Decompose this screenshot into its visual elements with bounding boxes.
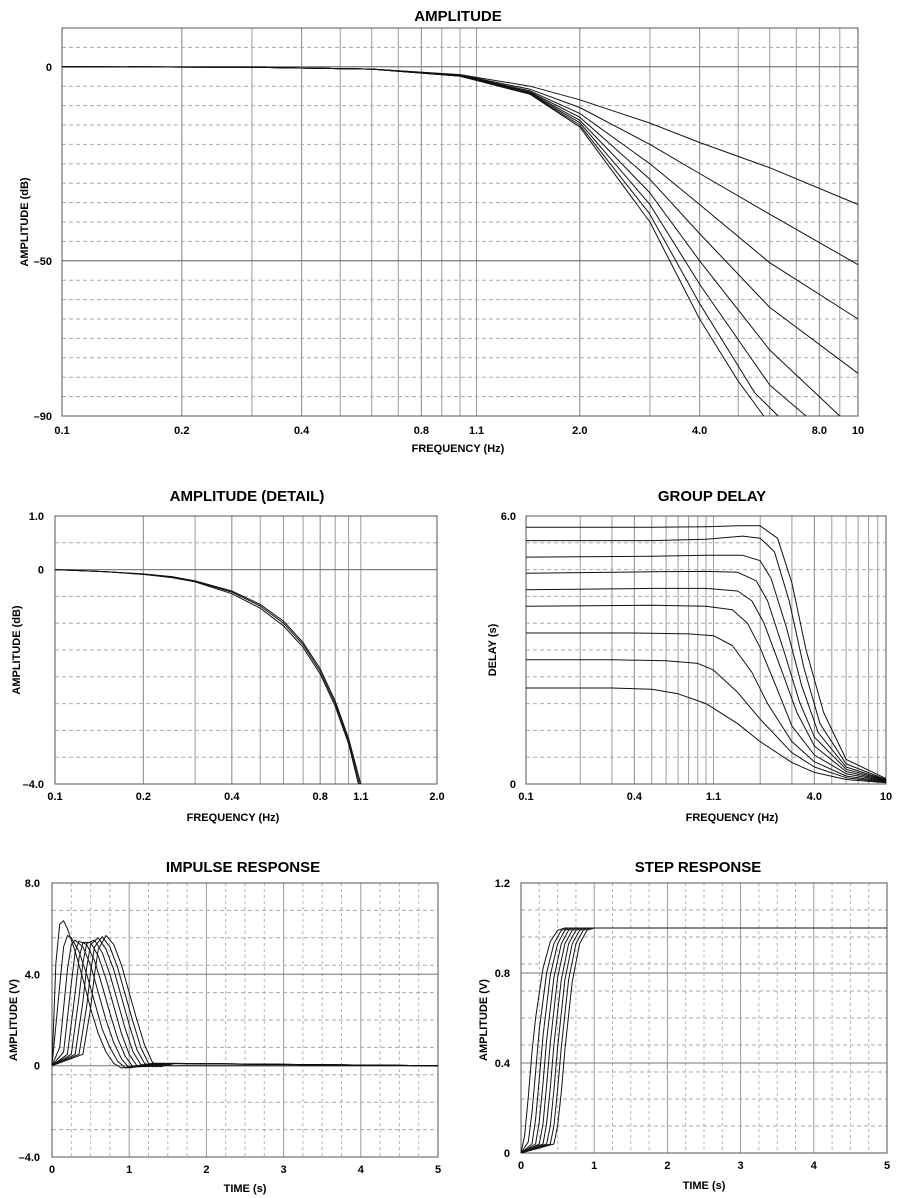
amplitude-chart: AMPLITUDE 0 –50 –90 0.1 0.2 0.4 0.8 1.1 2.0 4.0 8… <box>19 8 864 455</box>
group-delay-chart-title: GROUP DELAY <box>658 488 766 505</box>
x-tick-label: 5 <box>435 1164 441 1176</box>
x-tick-label: 0.2 <box>174 425 189 437</box>
series-line-9 <box>520 927 887 1154</box>
series-line-5 <box>51 941 439 1068</box>
x-tick-label: 1 <box>591 1160 597 1172</box>
y-tick-label: 8.0 <box>25 878 40 890</box>
x-tick-label: 0.1 <box>518 791 533 803</box>
series-line-9 <box>51 935 439 1068</box>
x-tick-label: 2 <box>203 1164 209 1176</box>
x-tick-label: 4 <box>811 1160 818 1172</box>
step-response-chart: STEP RESPONSE 1.2 0.8 0.4 0 0 1 2 3 4 5 TIME (s)… <box>478 859 890 1192</box>
series-line-7 <box>51 937 439 1068</box>
impulse-response-plot-frame <box>51 882 439 1158</box>
impulse-response-y-axis-label: AMPLITUDE (V) <box>8 979 20 1061</box>
series-line-8 <box>51 936 439 1068</box>
y-tick-label: 0 <box>38 565 44 577</box>
x-tick-label: 1.1 <box>469 425 484 437</box>
x-tick-label: 0.1 <box>54 425 69 437</box>
impulse-response-chart-title: IMPULSE RESPONSE <box>166 859 320 876</box>
y-tick-label: 0 <box>34 1061 40 1073</box>
series-line-8 <box>526 535 887 780</box>
x-tick-label: 3 <box>738 1160 744 1172</box>
y-tick-label: 0 <box>504 1148 510 1160</box>
x-tick-label: 0.4 <box>224 791 240 803</box>
x-tick-label: 0.8 <box>414 425 429 437</box>
x-tick-label: 1.1 <box>353 791 368 803</box>
amplitude-detail-plot-frame <box>54 515 438 785</box>
series-line-3 <box>526 632 887 783</box>
series-line-9 <box>526 525 887 780</box>
y-tick-label: 1.0 <box>29 511 44 523</box>
series-line-6 <box>51 939 439 1068</box>
x-tick-label: 0.1 <box>47 791 62 803</box>
x-tick-label: 1.1 <box>706 791 721 803</box>
step-response-chart-title: STEP RESPONSE <box>635 859 761 876</box>
x-tick-label: 4.0 <box>692 425 707 437</box>
x-tick-label: 3 <box>281 1164 287 1176</box>
y-tick-label: –4.0 <box>23 779 44 791</box>
y-tick-label: 4.0 <box>25 969 40 981</box>
y-tick-label: –4.0 <box>19 1152 40 1164</box>
amplitude-detail-x-axis-label: FREQUENCY (Hz) <box>187 812 280 824</box>
x-tick-label: 2.0 <box>429 791 444 803</box>
group-delay-plot-frame <box>525 515 887 785</box>
impulse-response-chart: IMPULSE RESPONSE 8.0 4.0 0 –4.0 0 1 2 3 4 5 TIME… <box>8 859 441 1195</box>
y-tick-label: 0 <box>510 779 516 791</box>
series-line-8 <box>61 66 765 417</box>
y-tick-label: –90 <box>34 411 52 423</box>
step-response-y-axis-label: AMPLITUDE (V) <box>478 979 490 1061</box>
group-delay-y-axis-label: DELAY (s) <box>487 623 499 676</box>
amplitude-x-axis-label: FREQUENCY (Hz) <box>412 443 505 455</box>
step-response-plot-frame <box>520 882 888 1154</box>
x-tick-label: 4.0 <box>807 791 822 803</box>
y-tick-label: 0.4 <box>495 1058 511 1070</box>
y-tick-label: 0.8 <box>495 968 510 980</box>
impulse-response-x-axis-label: TIME (s) <box>224 1183 267 1195</box>
y-tick-label: 6.0 <box>501 511 516 523</box>
x-tick-label: 0.8 <box>313 791 328 803</box>
series-line-2 <box>51 935 439 1069</box>
step-response-x-axis-label: TIME (s) <box>683 1180 726 1192</box>
amplitude-detail-y-axis-label: AMPLITUDE (dB) <box>11 605 23 695</box>
series-line-4 <box>525 604 887 782</box>
series-line-5 <box>525 587 887 782</box>
x-tick-label: 0.4 <box>627 791 643 803</box>
y-tick-label: –50 <box>34 256 52 268</box>
x-tick-label: 10 <box>852 425 864 437</box>
x-tick-label: 10 <box>880 791 892 803</box>
y-tick-label: 1.2 <box>495 878 510 890</box>
series-line-2 <box>526 659 887 783</box>
x-tick-label: 0 <box>518 1160 524 1172</box>
x-tick-label: 2.0 <box>572 425 587 437</box>
series-line-6 <box>525 570 887 781</box>
x-tick-label: 1 <box>126 1164 132 1176</box>
x-tick-label: 2 <box>664 1160 670 1172</box>
x-tick-label: 0 <box>49 1164 55 1176</box>
group-delay-chart: GROUP DELAY 6.0 0 0.1 0.4 1.1 4.0 10 FREQUENC… <box>487 488 892 824</box>
x-tick-label: 0.2 <box>136 791 151 803</box>
amplitude-detail-chart: AMPLITUDE (DETAIL) 1.0 0 –4.0 0.1 0.2 0.4 0.8… <box>11 488 445 824</box>
group-delay-x-axis-label: FREQUENCY (Hz) <box>686 812 779 824</box>
amplitude-plot-frame <box>61 27 859 417</box>
series-line-4 <box>51 940 439 1068</box>
x-tick-label: 4 <box>358 1164 365 1176</box>
amplitude-chart-title: AMPLITUDE <box>414 8 502 25</box>
series-line-7 <box>525 554 887 781</box>
x-tick-label: 8.0 <box>812 425 827 437</box>
series-line-3 <box>54 569 362 785</box>
amplitude-detail-chart-title: AMPLITUDE (DETAIL) <box>170 488 325 505</box>
series-line-1 <box>526 687 887 784</box>
x-tick-label: 5 <box>884 1160 890 1172</box>
amplitude-y-axis-label: AMPLITUDE (dB) <box>19 177 31 267</box>
y-tick-label: 0 <box>46 62 52 74</box>
x-tick-label: 0.4 <box>294 425 310 437</box>
